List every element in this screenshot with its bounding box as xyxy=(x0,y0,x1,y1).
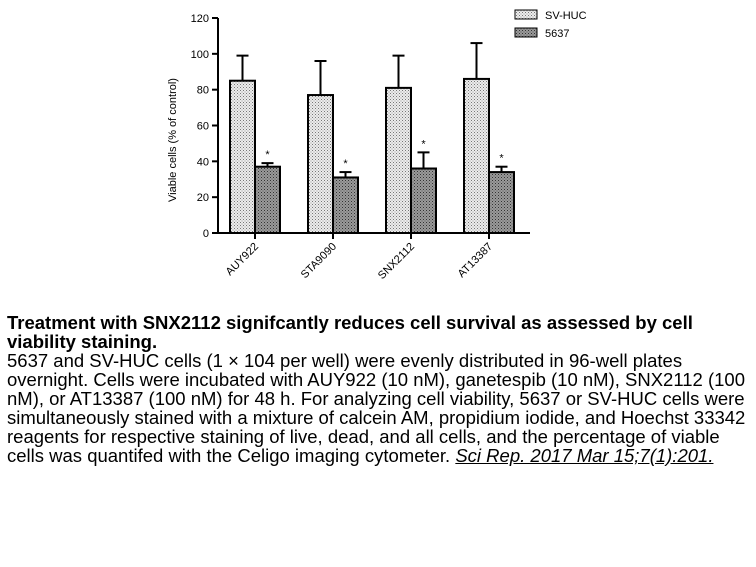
caption-body: 5637 and SV-HUC cells (1 × 104 per well)… xyxy=(7,351,752,465)
bar-SV-HUC-AUY922 xyxy=(229,79,256,235)
y-tick-label-40: 40 xyxy=(197,156,209,168)
bar-5637-AT13387 xyxy=(488,171,515,234)
x-tick-label-STA9090: STA9090 xyxy=(299,241,339,281)
bar-5637-AUY922 xyxy=(254,165,281,234)
legend-swatch-sv-huc xyxy=(514,9,538,20)
y-tick-label-0: 0 xyxy=(203,228,209,240)
bars: * * * * xyxy=(229,42,515,235)
x-tick-label-SNX2112: SNX2112 xyxy=(376,241,417,282)
significance-star-AUY922: * xyxy=(265,149,270,161)
caption-text: 5637 and SV-HUC cells (1 × 104 per well)… xyxy=(7,350,746,466)
figure-caption: Treatment with SNX2112 signifcantly redu… xyxy=(7,313,752,465)
y-tick-label-120: 120 xyxy=(191,13,209,25)
y-tick-label-100: 100 xyxy=(191,49,209,61)
caption-title: Treatment with SNX2112 signifcantly redu… xyxy=(7,312,693,352)
y-tick-label-80: 80 xyxy=(197,85,209,97)
y-axis: 0 20 40 60 80 100 120 xyxy=(191,13,219,240)
x-tick-label-AT13387: AT13387 xyxy=(456,241,495,280)
x-tick-label-AUY922: AUY922 xyxy=(224,241,261,278)
bar-SV-HUC-AT13387 xyxy=(463,77,490,234)
bar-SV-HUC-STA9090 xyxy=(307,94,334,234)
significance-star-STA9090: * xyxy=(343,158,348,170)
citation-link[interactable]: Sci Rep. 2017 Mar 15;7(1):201. xyxy=(455,445,714,466)
bar-SV-HUC-SNX2112 xyxy=(385,86,412,234)
significance-star-AT13387: * xyxy=(499,153,504,165)
y-tick-label-20: 20 xyxy=(197,192,209,204)
x-axis: AUY922 STA9090 SNX2112 AT13387 xyxy=(218,232,530,282)
significance-star-SNX2112: * xyxy=(421,138,426,150)
y-axis-label: Viable cells (% of control) xyxy=(167,78,179,202)
bar-5637-STA9090 xyxy=(332,176,359,234)
y-tick-label-60: 60 xyxy=(197,121,209,133)
bar-5637-SNX2112 xyxy=(410,167,437,234)
legend-swatch-5637 xyxy=(514,27,538,38)
legend-label-sv-huc: SV-HUC xyxy=(545,10,587,22)
legend-label-5637: 5637 xyxy=(545,28,569,40)
bar-chart: Viable cells (% of control) 0 20 40 60 80 100… xyxy=(167,9,587,282)
legend: SV-HUC 5637 xyxy=(514,9,587,40)
